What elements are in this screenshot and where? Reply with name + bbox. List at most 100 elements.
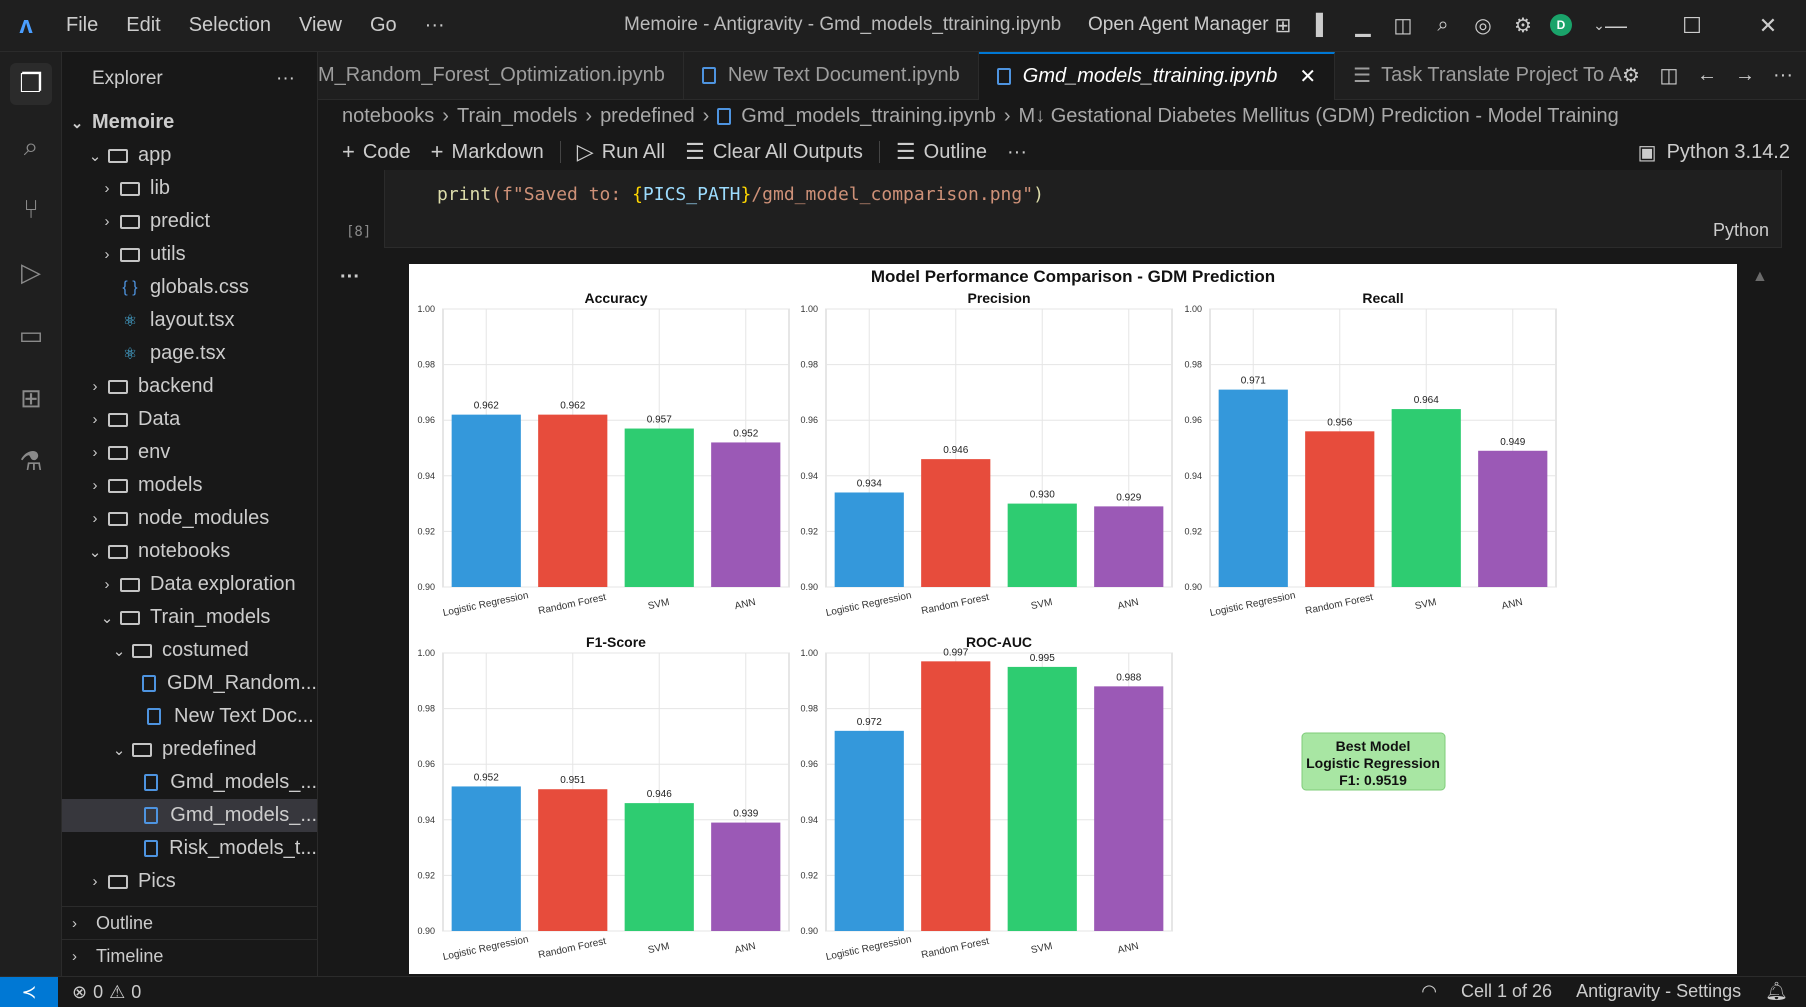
problems-indicator[interactable]: ⊗ 0 ⚠ 0 [72, 982, 141, 1003]
tree-item[interactable]: Risk_models_t... [62, 832, 317, 865]
bar [834, 730, 904, 931]
breadcrumb-item[interactable]: M↓ Gestational Diabetes Mellitus (GDM) P… [1018, 104, 1619, 127]
flask-icon: ⚗ [19, 446, 43, 476]
split-editor-icon[interactable]: ◫ [1659, 64, 1679, 87]
tree-item[interactable]: › node_modules [62, 502, 317, 535]
tree-item[interactable]: ⌄ Train_models [62, 601, 317, 634]
tree-item[interactable]: Gmd_models_... [62, 799, 317, 832]
tree-item[interactable]: › Data [62, 403, 317, 436]
search-activity[interactable]: ⌕ [0, 115, 62, 178]
sync-icon[interactable]: ◠ [1421, 981, 1437, 1001]
toolbar-more-button[interactable]: ··· [1007, 140, 1027, 163]
explorer-activity[interactable]: ❐ [0, 52, 62, 115]
remote-explorer-activity[interactable]: ▭ [0, 304, 62, 367]
breadcrumb-item[interactable]: predefined [600, 104, 695, 127]
add-code-button[interactable]: + Code [332, 139, 421, 165]
tab-gmd-models-training[interactable]: Gmd_models_ttraining.ipynb ✕ [978, 51, 1336, 100]
menu-file[interactable]: File [66, 14, 99, 36]
bar [1007, 503, 1077, 587]
menu-view[interactable]: View [298, 14, 342, 36]
gear-icon[interactable]: ⚙ [1514, 14, 1532, 37]
tree-item[interactable]: Gmd_models_... [62, 766, 317, 799]
gear-icon[interactable]: ⚙ [1622, 64, 1640, 87]
avatar[interactable]: D [1550, 14, 1572, 36]
tree-item[interactable]: ⚛ layout.tsx [62, 304, 317, 337]
outline-button[interactable]: ☰ Outline [886, 139, 997, 165]
tree-item-label: Pics [138, 870, 176, 892]
y-tick-label: 0.92 [417, 526, 435, 536]
close-tab-icon[interactable]: ✕ [1299, 66, 1317, 88]
tree-item[interactable]: ⌄ app [62, 139, 317, 172]
clear-outputs-button[interactable]: ☰ Clear All Outputs [675, 139, 873, 165]
menu-selection[interactable]: Selection [188, 14, 271, 36]
search-icon[interactable]: ⌕ [1437, 13, 1449, 36]
cell-position[interactable]: Cell 1 of 26 [1461, 981, 1553, 1001]
toggle-sidebar-icon[interactable]: ▌ [1315, 13, 1331, 36]
tree-item[interactable]: › Pics [62, 865, 317, 898]
source-control-icon: ⑂ [23, 194, 39, 224]
open-agent-manager-button[interactable]: Open Agent Manager [1088, 14, 1269, 35]
menu-go[interactable]: Go [369, 14, 397, 36]
tree-item[interactable]: › Data exploration [62, 568, 317, 601]
testing-activity[interactable]: ⚗ [0, 430, 62, 493]
code-line[interactable]: print(f"Saved to: {PICS_PATH}/gmd_model_… [437, 184, 1044, 205]
remote-indicator-icon[interactable]: ≺ [0, 976, 58, 1007]
kernel-picker[interactable]: ▣ Python 3.14.2 [1638, 140, 1790, 165]
x-tick-label: ANN [734, 941, 757, 956]
menu-edit[interactable]: Edit [126, 14, 161, 36]
chevron-down-icon[interactable]: ⌄ [1593, 16, 1605, 33]
tree-item[interactable]: › predict [62, 205, 317, 238]
tree-item[interactable]: GDM_Random... [62, 667, 317, 700]
app-logo-icon[interactable]: ʌ [19, 11, 33, 39]
run-all-button[interactable]: ▷ Run All [567, 139, 675, 165]
folder-shape [132, 643, 152, 658]
tab-new-text-document[interactable]: New Text Document.ipynb [684, 51, 979, 100]
tree-item-label: predefined [162, 738, 257, 760]
list-icon: ☰ [895, 139, 916, 164]
browser-icon[interactable]: ◎ [1474, 14, 1492, 37]
minimize-icon[interactable]: — [1605, 13, 1627, 38]
tree-item[interactable]: ⌄ costumed [62, 634, 317, 667]
best-model-score: F1: 0.9519 [1339, 772, 1407, 788]
tree-item[interactable]: ⚛ page.tsx [62, 337, 317, 370]
tree-item[interactable]: { } globals.css [62, 271, 317, 304]
arrow-left-icon[interactable]: ← [1697, 63, 1717, 86]
code-cell[interactable]: print(f"Saved to: {PICS_PATH}/gmd_model_… [384, 170, 1782, 248]
more-actions-icon[interactable]: ··· [1773, 63, 1793, 86]
source-control-activity[interactable]: ⑂ [0, 178, 62, 241]
arrow-right-icon[interactable]: → [1735, 63, 1755, 86]
cell-language[interactable]: Python [1712, 220, 1769, 240]
tree-item[interactable]: › lib [62, 172, 317, 205]
output-more-button[interactable]: ··· [340, 266, 360, 288]
tree-item[interactable]: New Text Doc... [62, 700, 317, 733]
settings-status[interactable]: Antigravity - Settings [1576, 981, 1742, 1001]
maximize-icon[interactable]: ☐ [1682, 13, 1702, 38]
outline-section[interactable]: › Outline [62, 906, 317, 939]
breadcrumb-item[interactable]: Gmd_models_ttraining.ipynb [741, 104, 996, 127]
y-tick-label: 0.96 [800, 415, 818, 425]
close-window-icon[interactable]: ✕ [1758, 13, 1778, 38]
css-file-icon: { } [122, 278, 138, 296]
tree-item[interactable]: ⌄ notebooks [62, 535, 317, 568]
add-markdown-button[interactable]: + Markdown [421, 139, 554, 165]
tab-random-forest[interactable]: M_Random_Forest_Optimization.ipynb [318, 51, 684, 100]
tree-item[interactable]: › backend [62, 370, 317, 403]
timeline-section[interactable]: › Timeline [62, 939, 317, 972]
tree-item[interactable]: › models [62, 469, 317, 502]
tree-item[interactable]: › env [62, 436, 317, 469]
tree-item[interactable]: › utils [62, 238, 317, 271]
tree-item[interactable]: ⌄ predefined [62, 733, 317, 766]
scroll-up-icon[interactable]: ▲ [1752, 268, 1768, 285]
explorer-more-button[interactable]: ··· [276, 68, 295, 89]
run-debug-activity[interactable]: ▷ [0, 241, 62, 304]
toggle-secondary-sidebar-icon[interactable]: ◫ [1393, 14, 1413, 37]
menu-more[interactable]: ··· [424, 14, 445, 36]
tab-task[interactable]: ☰ Task Translate Project To A [1335, 52, 1640, 100]
extensions-activity[interactable]: ⊞ [0, 367, 62, 430]
layout-grid-icon[interactable]: ⊞ [1274, 14, 1292, 37]
tree-item[interactable]: ⌄ Memoire [62, 106, 317, 139]
breadcrumb-item[interactable]: notebooks [342, 104, 435, 127]
toggle-panel-icon[interactable]: ▁ [1355, 14, 1371, 37]
bell-icon[interactable]: 🔔︎ [1765, 981, 1788, 1001]
breadcrumb-item[interactable]: Train_models [456, 104, 578, 127]
